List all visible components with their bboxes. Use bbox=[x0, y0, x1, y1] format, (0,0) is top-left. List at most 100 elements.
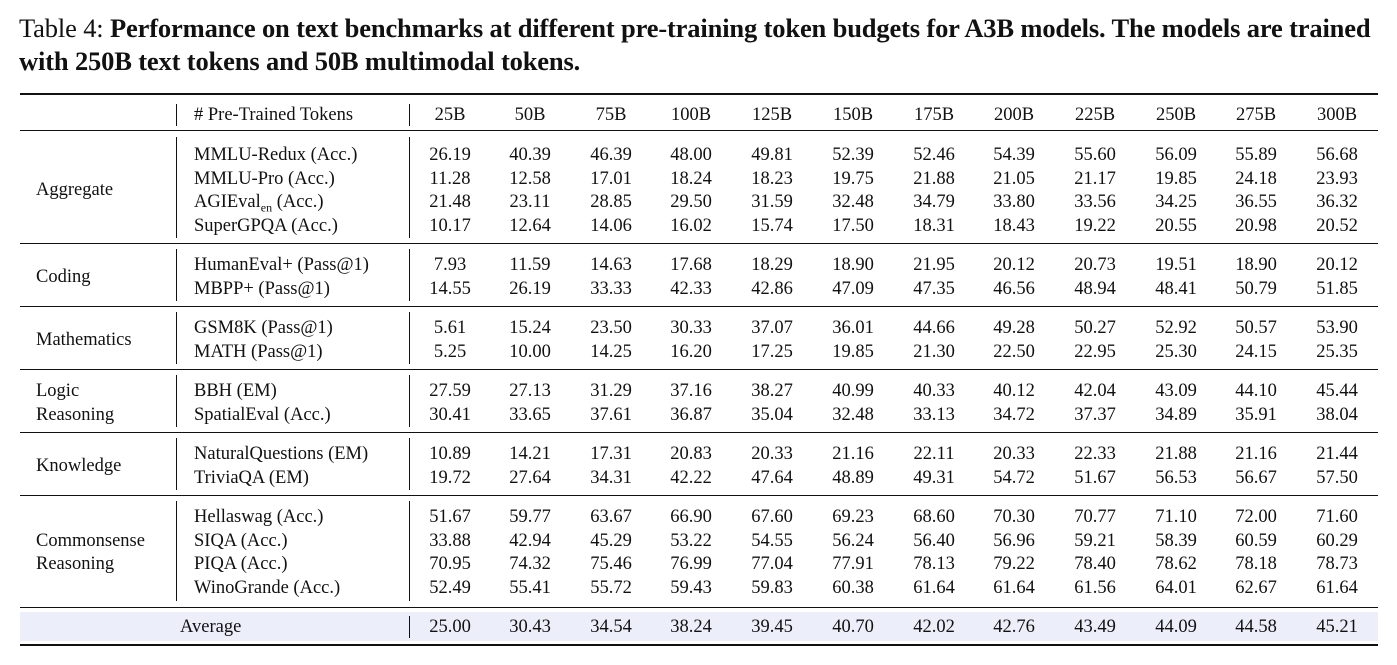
table-cell-value: 31.59 bbox=[751, 192, 793, 212]
table-cell-value: 33.33 bbox=[590, 278, 632, 299]
table-cell-value: 24.18 bbox=[1235, 168, 1277, 189]
table-cell-value: 77.04 bbox=[751, 554, 793, 574]
average-value: 40.70 bbox=[832, 617, 874, 637]
table-cell-value: 33.65 bbox=[509, 404, 551, 425]
table-cell-value: 33.80 bbox=[993, 192, 1035, 212]
header-vline bbox=[409, 104, 410, 126]
benchmark-name: MMLU-Pro (Acc.) bbox=[194, 168, 335, 189]
table-cell-value: 27.13 bbox=[509, 381, 551, 401]
table-cell-value: 10.89 bbox=[429, 444, 471, 464]
table-cell-value: 53.22 bbox=[670, 530, 712, 551]
table-cell-value: 50.57 bbox=[1235, 318, 1277, 338]
table-cell-value: 70.77 bbox=[1074, 507, 1116, 527]
table-cell-value: 79.22 bbox=[993, 554, 1035, 574]
table-cell-value: 19.75 bbox=[832, 168, 874, 189]
table-cell-value: 52.92 bbox=[1155, 318, 1197, 338]
table-cell-value: 15.74 bbox=[751, 215, 793, 236]
table-cell-value: 48.89 bbox=[832, 467, 874, 488]
table-cell-value: 44.10 bbox=[1235, 381, 1277, 401]
table-cell-value: 33.13 bbox=[913, 404, 955, 425]
table-cell-value: 5.25 bbox=[433, 341, 467, 362]
caption-text: Performance on text benchmarks at differ… bbox=[19, 13, 1371, 76]
column-header: 300B bbox=[1316, 105, 1358, 125]
benchmark-name: SpatialEval (Acc.) bbox=[194, 404, 331, 425]
group-vline bbox=[409, 312, 410, 364]
average-value: 34.54 bbox=[590, 617, 632, 637]
table-cell-value: 61.64 bbox=[993, 577, 1035, 598]
table-cell-value: 18.29 bbox=[751, 255, 793, 275]
table-cell-value: 34.89 bbox=[1155, 404, 1197, 425]
table-cell-value: 27.64 bbox=[509, 467, 551, 488]
benchmark-name: Hellaswag (Acc.) bbox=[194, 507, 324, 527]
table-cell-value: 46.56 bbox=[993, 278, 1035, 299]
table-cell-value: 35.04 bbox=[751, 404, 793, 425]
table-cell-value: 25.30 bbox=[1155, 341, 1197, 362]
table-cell-value: 20.33 bbox=[751, 444, 793, 464]
table-cell-value: 71.60 bbox=[1316, 507, 1358, 527]
table-cell-value: 20.52 bbox=[1316, 215, 1358, 236]
table-cell-value: 47.09 bbox=[832, 278, 874, 299]
table-cell-value: 17.25 bbox=[751, 341, 793, 362]
table-cell-value: 20.12 bbox=[993, 255, 1035, 275]
column-header: 225B bbox=[1074, 105, 1116, 125]
table-cell-value: 52.49 bbox=[429, 577, 471, 598]
table-cell-value: 22.50 bbox=[993, 341, 1035, 362]
table-cell-value: 22.11 bbox=[913, 444, 955, 464]
table-cell-value: 14.63 bbox=[590, 255, 632, 275]
table-cell-value: 56.96 bbox=[993, 530, 1035, 551]
average-row-band bbox=[20, 612, 1378, 641]
header-vline bbox=[176, 104, 177, 126]
table-cell-value: 51.67 bbox=[429, 507, 471, 527]
table-cell-value: 40.39 bbox=[509, 145, 551, 165]
average-value: 25.00 bbox=[429, 617, 471, 637]
table-cell-value: 12.64 bbox=[509, 215, 551, 236]
table-cell-value: 19.22 bbox=[1074, 215, 1116, 236]
average-value: 44.09 bbox=[1155, 617, 1197, 637]
average-value: 44.58 bbox=[1235, 617, 1277, 637]
table-cell-value: 55.89 bbox=[1235, 145, 1277, 165]
table-cell-value: 48.94 bbox=[1074, 278, 1116, 299]
average-value: 43.49 bbox=[1074, 617, 1116, 637]
table-cell-value: 45.44 bbox=[1316, 381, 1358, 401]
table-cell-value: 53.90 bbox=[1316, 318, 1358, 338]
table-cell-value: 59.77 bbox=[509, 507, 551, 527]
table-cell-value: 20.55 bbox=[1155, 215, 1197, 236]
table-cell-value: 21.16 bbox=[1235, 444, 1277, 464]
table-cell-value: 30.33 bbox=[670, 318, 712, 338]
table-cell-value: 55.41 bbox=[509, 577, 551, 598]
table-cell-value: 40.33 bbox=[913, 381, 955, 401]
benchmark-name: SIQA (Acc.) bbox=[194, 530, 288, 551]
table-cell-value: 20.83 bbox=[670, 444, 712, 464]
table-cell-value: 62.67 bbox=[1235, 577, 1277, 598]
table-cell-value: 38.27 bbox=[751, 381, 793, 401]
column-header: 100B bbox=[670, 105, 712, 125]
table-cell-value: 22.33 bbox=[1074, 444, 1116, 464]
table-cell-value: 31.29 bbox=[590, 381, 632, 401]
table-cell-value: 40.99 bbox=[832, 381, 874, 401]
table-cell-value: 19.72 bbox=[429, 467, 471, 488]
table-cell-value: 52.39 bbox=[832, 145, 874, 165]
table-cell-value: 56.67 bbox=[1235, 467, 1277, 488]
group-vline bbox=[409, 375, 410, 427]
table-cell-value: 12.58 bbox=[509, 168, 551, 189]
table-cell-value: 69.23 bbox=[832, 507, 874, 527]
table-cell-value: 11.28 bbox=[429, 168, 471, 189]
table-cell-value: 56.68 bbox=[1316, 145, 1358, 165]
table-cell-value: 55.60 bbox=[1074, 145, 1116, 165]
category-label: Commonsense bbox=[36, 530, 145, 551]
category-label: Knowledge bbox=[36, 455, 122, 476]
table-cell-value: 50.27 bbox=[1074, 318, 1116, 338]
benchmark-name: GSM8K (Pass@1) bbox=[194, 318, 333, 338]
table-cell-value: 23.50 bbox=[590, 318, 632, 338]
table-cell-value: 75.46 bbox=[590, 554, 632, 574]
table-cell-value: 61.64 bbox=[1316, 577, 1358, 598]
table-cell-value: 58.39 bbox=[1155, 530, 1197, 551]
table-cell-value: 51.67 bbox=[1074, 467, 1116, 488]
table-cell-value: 44.66 bbox=[913, 318, 955, 338]
category-label: Mathematics bbox=[36, 329, 132, 350]
table-cell-value: 17.01 bbox=[590, 168, 632, 189]
table-cell-value: 72.00 bbox=[1235, 507, 1277, 527]
table-cell-value: 21.30 bbox=[913, 341, 955, 362]
group-rule bbox=[20, 306, 1378, 307]
table-cell-value: 21.44 bbox=[1316, 444, 1358, 464]
